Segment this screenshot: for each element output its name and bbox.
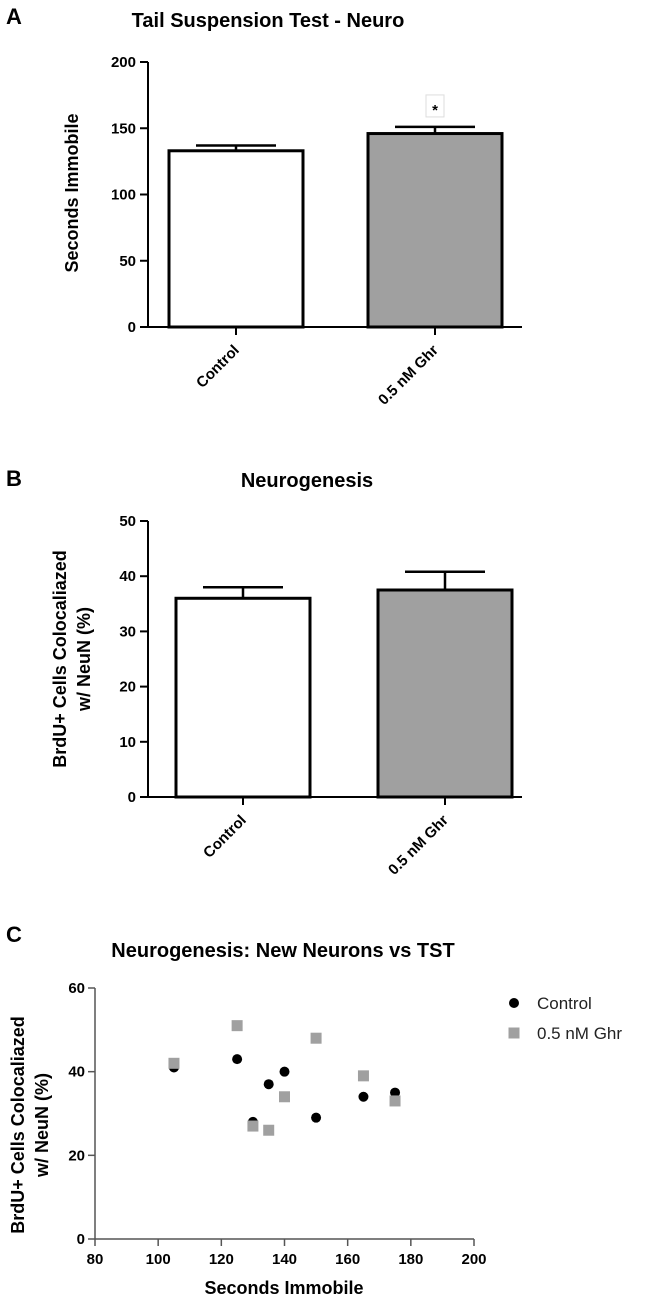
- chart-a-title: Tail Suspension Test - Neuro: [132, 10, 405, 32]
- chart-a-ytick-label: 200: [111, 54, 136, 71]
- chart-b-ytick-label: 30: [119, 623, 136, 640]
- chart-b-category-label: 0.5 nM Ghr: [385, 812, 452, 879]
- chart-c-xtick-label: 80: [87, 1251, 104, 1268]
- chart-c-xlabel: Seconds Immobile: [204, 1278, 363, 1298]
- chart-c-ytick-label: 0: [77, 1231, 85, 1248]
- chart-c-ytick-label: 40: [68, 1064, 85, 1081]
- chart-c-point-ghr: [389, 1095, 401, 1107]
- panel-b-letter: B: [6, 466, 22, 491]
- chart-c-xtick-label: 180: [398, 1251, 423, 1268]
- chart-a-ytick-label: 50: [119, 253, 136, 270]
- legend-control-marker: [509, 998, 519, 1008]
- chart-c-point-control: [390, 1087, 401, 1098]
- chart-c-xtick-label: 200: [461, 1251, 486, 1268]
- chart-a-ytick-label: 0: [128, 319, 136, 336]
- chart-c-ylabel-line1: BrdU+ Cells Colocaliazed: [8, 1016, 28, 1234]
- chart-b-category-label: Control: [200, 812, 250, 862]
- chart-c-point-control: [358, 1091, 369, 1102]
- chart-c-point-control: [311, 1112, 322, 1123]
- chart-c-ylabel-line2: w/ NeuN (%): [32, 1073, 52, 1178]
- chart-c-point-control: [263, 1079, 274, 1090]
- panel-a-letter: A: [6, 4, 22, 29]
- chart-c-ytick-label: 60: [68, 980, 85, 997]
- legend-control-label: Control: [537, 994, 592, 1013]
- chart-a-bars: *: [167, 94, 504, 329]
- chart-c-ytick-label: 20: [68, 1147, 85, 1164]
- chart-b-ytick-label: 10: [119, 734, 136, 751]
- chart-b-ytick-label: 0: [128, 789, 136, 806]
- chart-c-xtick-label: 140: [272, 1251, 297, 1268]
- chart-a-significance-mark: *: [432, 102, 438, 119]
- chart-a-ytick-label: 150: [111, 120, 136, 137]
- chart-a-significance-box: [425, 94, 445, 118]
- chart-c-title: Neurogenesis: New Neurons vs TST: [111, 940, 454, 962]
- chart-a-category-label: Control: [193, 342, 243, 392]
- chart-b-title: Neurogenesis: [241, 470, 373, 492]
- panel-b-bar-chart: B Neurogenesis BrdU+ Cells Colocaliazed …: [6, 466, 522, 879]
- chart-a-bar-ghr: [366, 132, 504, 329]
- chart-c-xtick-label: 120: [209, 1251, 234, 1268]
- chart-c-point-ghr: [231, 1020, 243, 1032]
- chart-b-ytick-label: 40: [119, 568, 136, 585]
- legend-ghr-label: 0.5 nM Ghr: [537, 1024, 622, 1043]
- panel-a-bar-chart: A Tail Suspension Test - Neuro Seconds I…: [6, 4, 522, 409]
- chart-a-ytick-label: 100: [111, 187, 136, 204]
- chart-c-point-ghr: [168, 1057, 180, 1069]
- chart-c-point-ghr: [247, 1120, 259, 1132]
- chart-c-axes: [94, 988, 474, 1240]
- chart-c-legend: Control 0.5 nM Ghr: [508, 994, 622, 1043]
- chart-b-ylabel-line1: BrdU+ Cells Colocaliazed: [50, 550, 70, 768]
- chart-b-ytick-label: 50: [119, 513, 136, 530]
- chart-a-category-label: 0.5 nM Ghr: [375, 342, 442, 409]
- chart-c-point-ghr: [263, 1124, 275, 1136]
- chart-c-point-ghr: [279, 1091, 290, 1103]
- chart-c-ticks: 0 20 40 60 80 100 120 140 160 180 200: [68, 980, 486, 1268]
- panel-c-letter: C: [6, 922, 22, 947]
- chart-c-xtick-label: 100: [146, 1251, 171, 1268]
- chart-b-bar-control: [174, 596, 312, 799]
- chart-c-point-control: [232, 1054, 243, 1065]
- chart-c-point-control: [279, 1066, 290, 1077]
- chart-a-bar-control: [167, 149, 305, 329]
- chart-a-ylabel: Seconds Immobile: [62, 113, 82, 272]
- panel-c-scatter-chart: C Neurogenesis: New Neurons vs TST BrdU+…: [6, 922, 622, 1298]
- chart-c-point-ghr: [310, 1032, 322, 1044]
- legend-ghr-marker: [508, 1027, 520, 1039]
- chart-c-point-ghr: [357, 1070, 369, 1082]
- chart-b-ylabel-line2: w/ NeuN (%): [74, 607, 94, 712]
- chart-b-ytick-label: 20: [119, 679, 136, 696]
- chart-c-points: [168, 1020, 401, 1136]
- chart-c-xtick-label: 160: [335, 1251, 360, 1268]
- chart-b-bars: [174, 570, 514, 799]
- chart-b-bar-ghr: [376, 588, 514, 799]
